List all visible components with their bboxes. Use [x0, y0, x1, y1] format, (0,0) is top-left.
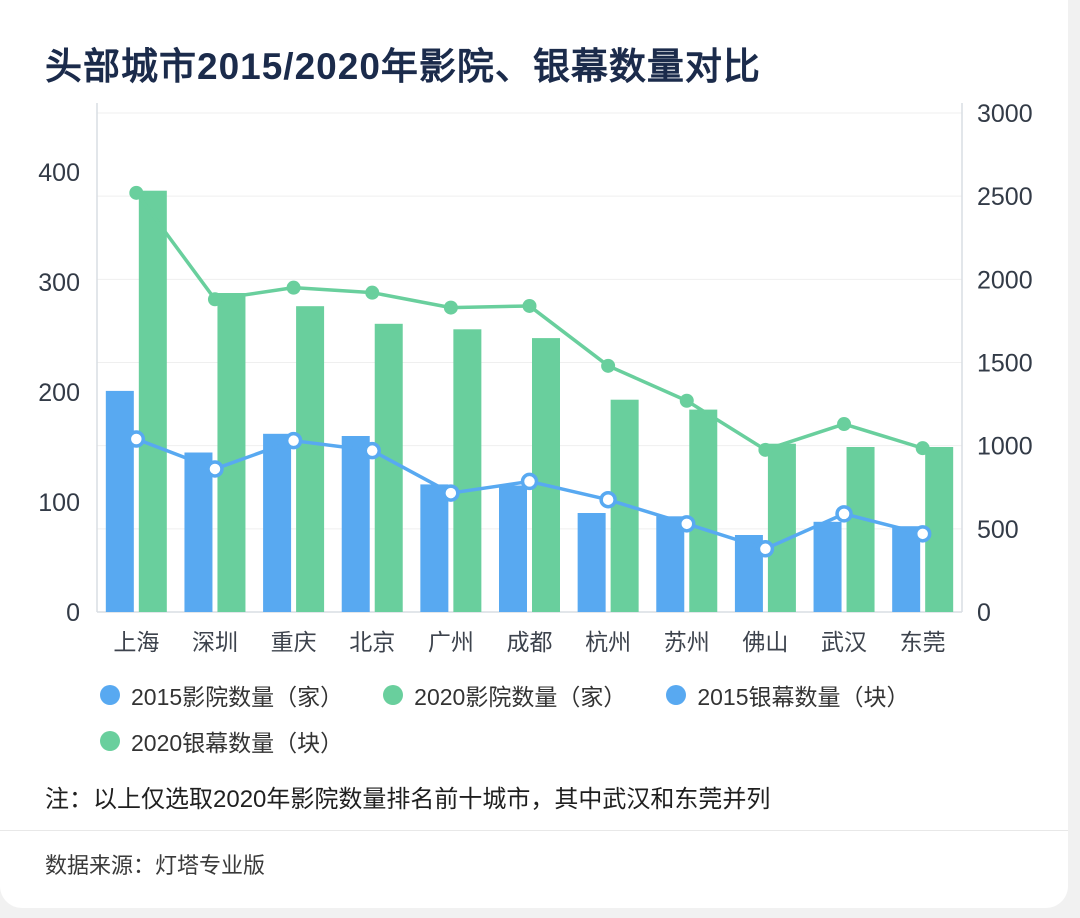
left-axis-tick: 0: [66, 599, 80, 627]
x-axis-label-杭州: 杭州: [585, 629, 631, 655]
legend-label: 2015银幕数量（块）: [697, 684, 910, 710]
bar-series1-成都: [499, 485, 527, 612]
marker-series2-北京: [365, 285, 380, 300]
note-text: 注：以上仅选取2020年影院数量排名前十城市，其中武汉和东莞并列: [45, 786, 771, 813]
bar-series1-重庆: [263, 433, 292, 612]
bar-series1-广州: [420, 484, 449, 612]
legend-dot: [383, 685, 404, 705]
right-axis-tick: 2500: [977, 183, 1033, 211]
right-axis-tick: 500: [977, 516, 1019, 544]
bar-series2-深圳: [217, 293, 246, 612]
marker-series2-成都: [522, 298, 537, 313]
bar-series1-武汉: [813, 521, 842, 612]
bar-series1-深圳: [184, 452, 213, 612]
bar-series2-武汉: [846, 447, 875, 612]
x-axis-label-东莞: 东莞: [900, 629, 946, 655]
x-axis-label-广州: 广州: [428, 629, 474, 655]
left-axis-tick: 300: [38, 269, 80, 297]
bar-series2-广州: [453, 329, 482, 612]
right-axis-tick: 1500: [977, 350, 1033, 378]
legend-item-3: 2015银幕数量（块）: [666, 672, 910, 718]
bar-series1-苏州: [656, 516, 685, 612]
marker-series1-上海: [127, 430, 146, 448]
x-axis-label-佛山: 佛山: [742, 629, 788, 655]
legend-dot: [100, 731, 120, 751]
marker-series1-佛山: [756, 540, 775, 558]
right-axis-tick: 0: [977, 599, 991, 627]
marker-series2-苏州: [679, 393, 694, 408]
chart-card: 头部城市2015/2020年影院、银幕数量对比 0 100 200 300 400 0 50…: [0, 0, 1068, 908]
divider: [0, 830, 1068, 831]
x-axis-label-北京: 北京: [349, 629, 395, 655]
bar-series1-北京: [341, 436, 370, 612]
bar-series1-杭州: [577, 513, 606, 612]
right-axis-tick: 1000: [977, 433, 1033, 461]
marker-series2-广州: [443, 300, 458, 315]
marker-series1-成都: [520, 472, 539, 491]
marker-series1-杭州: [599, 490, 617, 509]
legend-dot: [100, 685, 120, 705]
right-axis-tick: 3000: [977, 100, 1033, 128]
x-axis-label-成都: 成都: [507, 629, 553, 655]
legend-label: 2020银幕数量（块）: [131, 730, 344, 756]
marker-series1-深圳: [206, 460, 224, 478]
bar-series2-上海: [138, 190, 167, 612]
marker-series1-广州: [442, 484, 460, 502]
line-series2: [134, 191, 924, 452]
left-axis-tick: 400: [38, 159, 80, 187]
bar-series2-成都: [532, 338, 560, 612]
marker-series2-杭州: [601, 358, 616, 373]
legend: 2015影院数量（家） 2020影院数量（家） 2015银幕数量（块） 2020银幕数…: [100, 672, 1040, 764]
marker-series1-武汉: [835, 505, 853, 523]
x-axis-label-重庆: 重庆: [271, 629, 317, 655]
marker-series1-东莞: [913, 525, 932, 543]
bar-series2-北京: [374, 323, 403, 612]
legend-item-4: 2020银幕数量（块）: [100, 718, 343, 764]
legend-item-1: 2015影院数量（家）: [100, 672, 343, 718]
bar-series2-苏州: [689, 409, 718, 612]
left-axis-tick: 100: [38, 489, 80, 517]
marker-series2-武汉: [837, 417, 852, 432]
left-axis-tick: 200: [38, 379, 80, 407]
legend-label: 2015影院数量（家）: [131, 684, 344, 710]
legend-label: 2020影院数量（家）: [414, 684, 627, 710]
bar-series1-东莞: [892, 526, 921, 612]
legend-item-2: 2020影院数量（家）: [383, 672, 626, 718]
x-axis-label-苏州: 苏州: [664, 629, 710, 655]
marker-series1-苏州: [678, 515, 696, 533]
combo-chart: 0 100 200 300 400 0 500 1000 1500 2000 2500 3000 上海 深…: [38, 100, 1033, 655]
line-series1: [135, 437, 924, 551]
chart-title: 头部城市2015/2020年影院、银幕数量对比: [45, 46, 761, 87]
marker-series2-上海: [129, 185, 144, 200]
marker-series2-佛山: [758, 442, 773, 457]
marker-series1-北京: [363, 441, 381, 460]
x-axis-label-上海: 上海: [113, 629, 159, 655]
bar-series2-佛山: [767, 443, 796, 612]
right-axis-tick: 2000: [977, 266, 1033, 294]
marker-series2-重庆: [286, 280, 301, 295]
marker-series2-深圳: [207, 292, 222, 307]
source-text: 数据来源：灯塔专业版: [45, 853, 266, 878]
marker-series1-重庆: [284, 431, 303, 450]
bar-series1-上海: [105, 390, 134, 612]
x-axis-label-武汉: 武汉: [821, 629, 867, 655]
marker-series2-东莞: [915, 441, 930, 456]
bar-series2-重庆: [296, 306, 325, 612]
x-axis-label-深圳: 深圳: [192, 629, 238, 655]
legend-dot: [666, 685, 687, 705]
